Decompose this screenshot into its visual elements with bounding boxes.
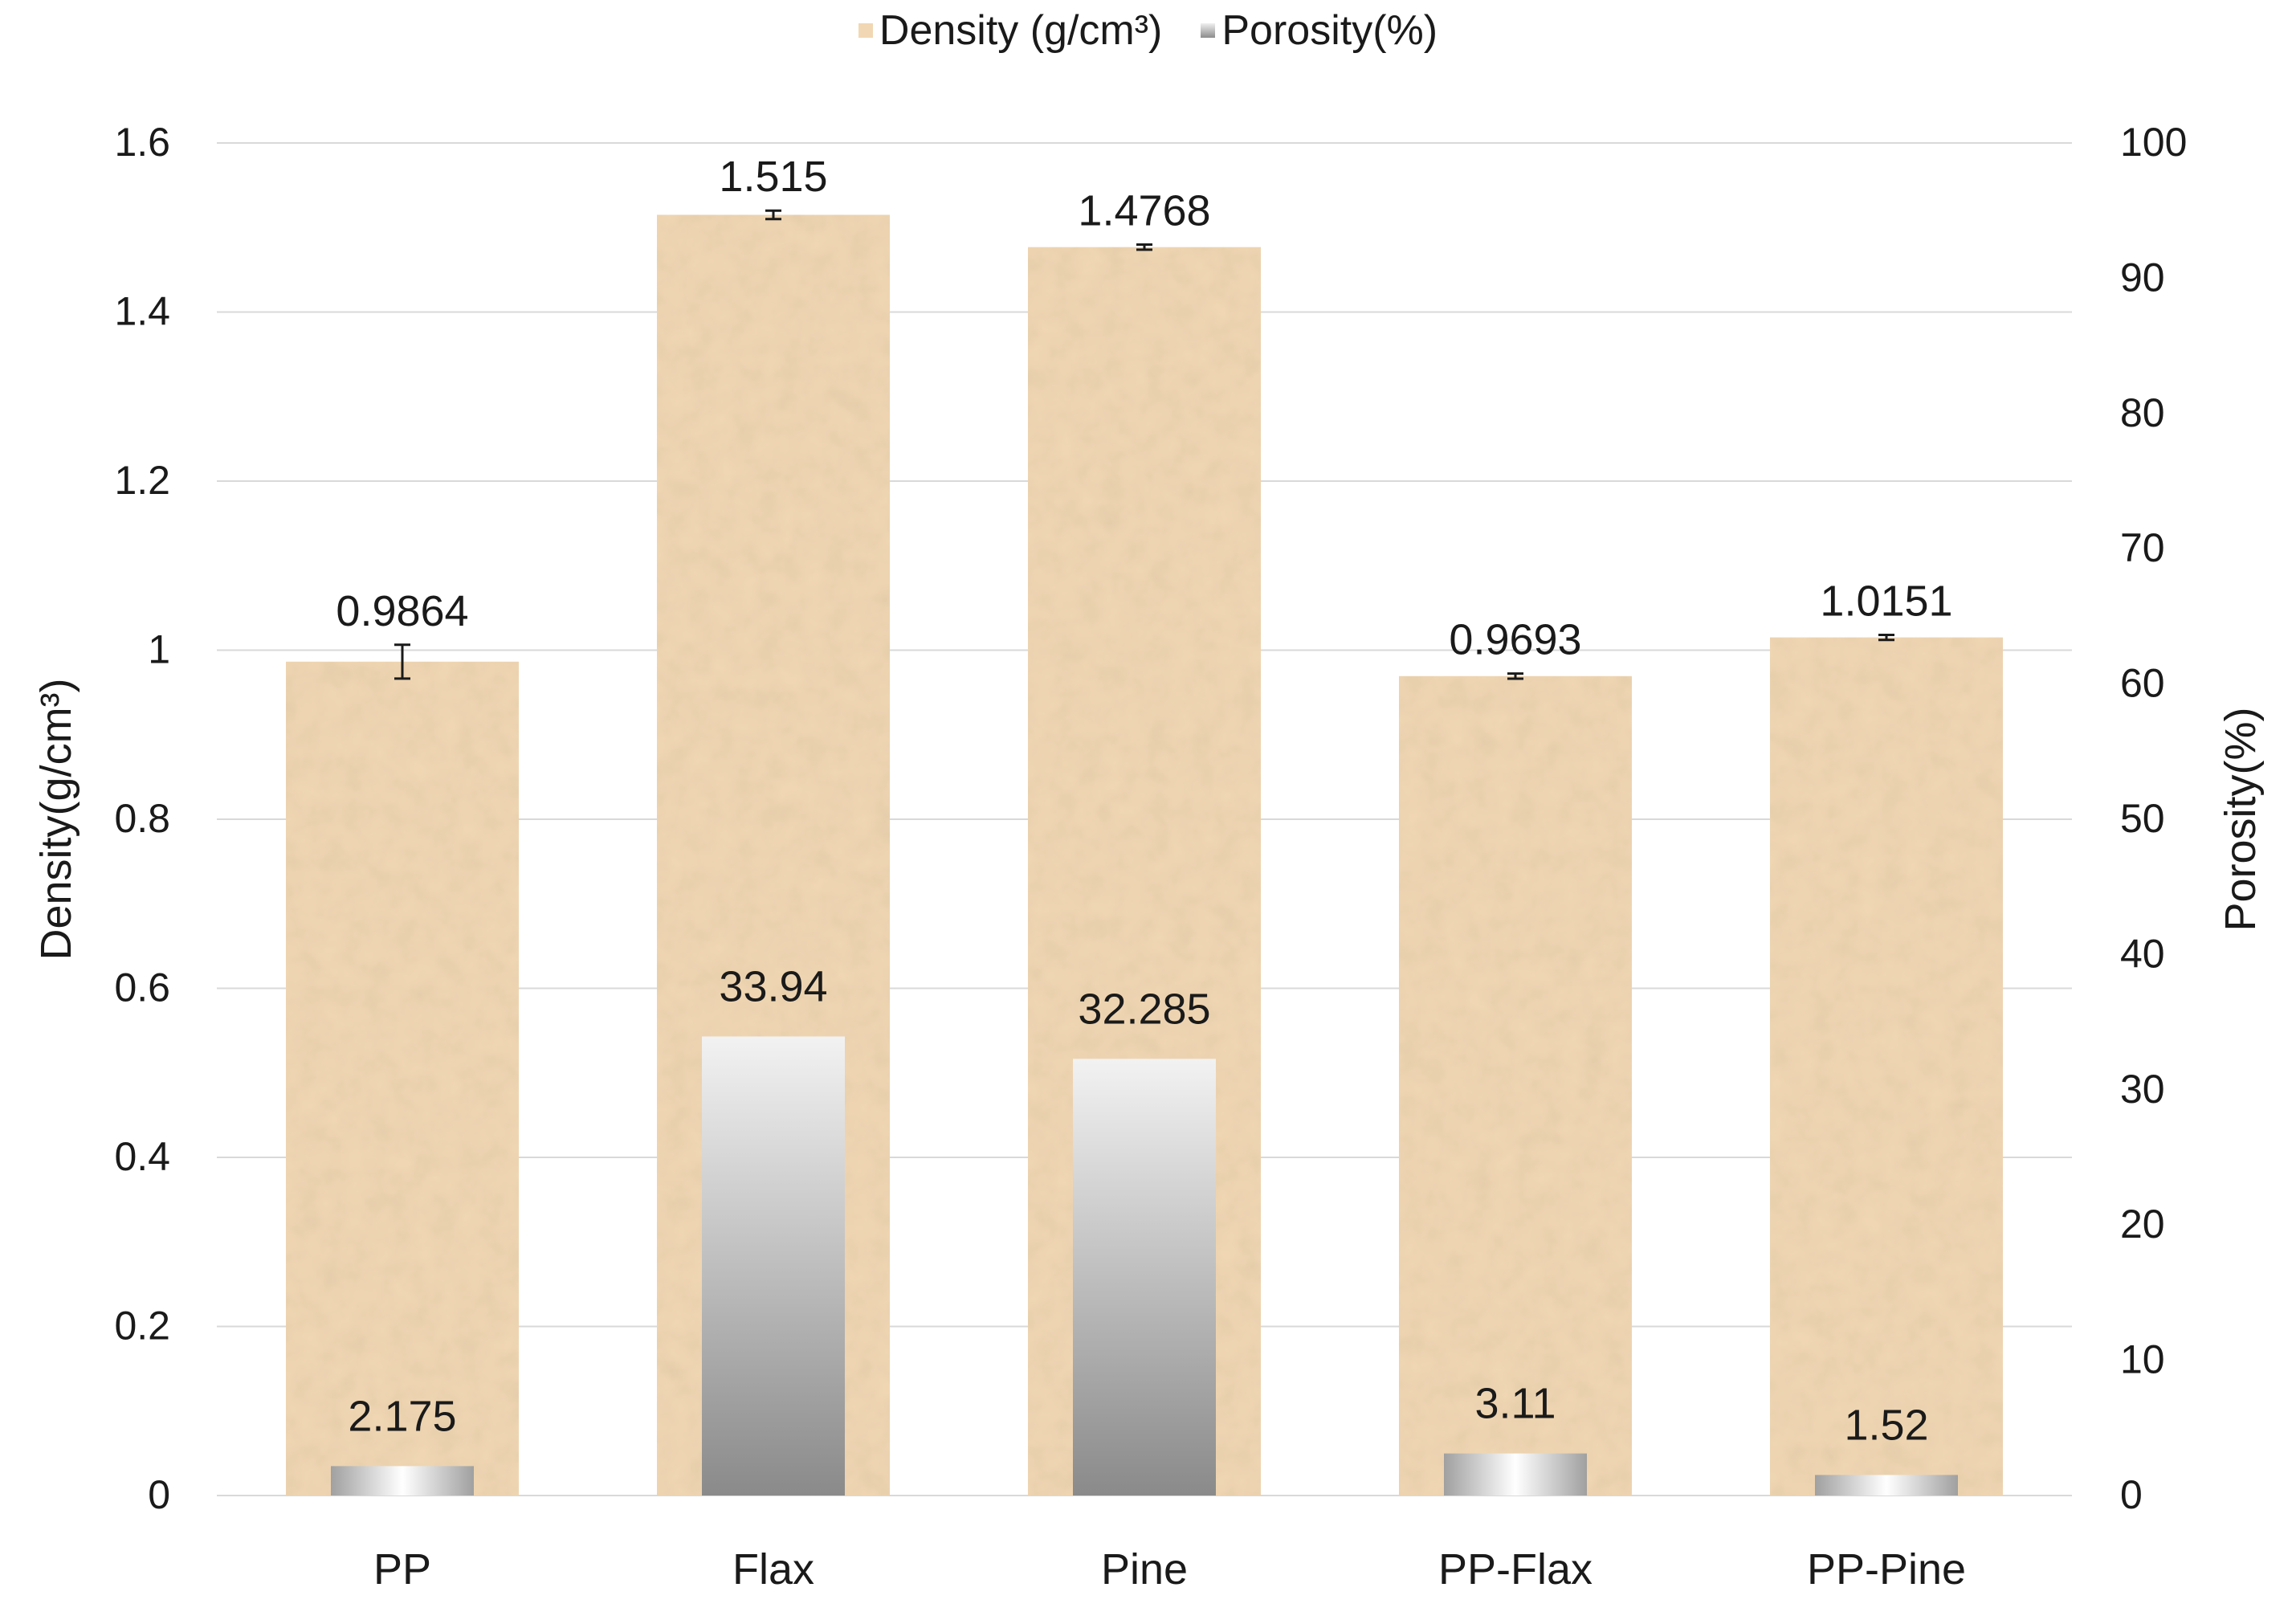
porosity-series	[331, 1036, 1958, 1496]
right-axis-title: Porosity(%)	[2216, 707, 2265, 931]
right-tick-label: 30	[2120, 1067, 2165, 1112]
density-data-label: 1.4768	[1078, 187, 1210, 235]
right-tick-label: 20	[2120, 1202, 2165, 1247]
right-tick-label: 60	[2120, 661, 2165, 706]
porosity-data-label: 2.175	[348, 1392, 456, 1440]
density-bar	[286, 661, 519, 1496]
left-tick-label: 1.2	[114, 458, 170, 503]
porosity-data-label: 32.285	[1078, 985, 1210, 1033]
axes: 0 0.2 0.4 0.6 0.8 1 1.2 1.4 1.6 0 10 20 30 40 50 60 70 80…	[32, 120, 2265, 1594]
right-tick-label: 40	[2120, 931, 2165, 976]
porosity-bar	[702, 1036, 845, 1496]
porosity-bar	[1444, 1453, 1587, 1496]
data-labels: 0.9864 1.515 1.4768 0.9693 1.0151 2.175 33.94 3…	[336, 153, 1952, 1449]
right-tick-label: 0	[2120, 1472, 2143, 1517]
left-tick-label: 0.8	[114, 796, 170, 841]
density-bar	[1399, 675, 1632, 1496]
porosity-bar	[1073, 1059, 1216, 1496]
left-tick-label: 0.6	[114, 965, 170, 1010]
porosity-data-label: 33.94	[719, 962, 827, 1010]
category-label: PP-Flax	[1438, 1545, 1593, 1594]
legend: Density (g/cm³) Porosity(%)	[0, 6, 2296, 55]
category-label: Flax	[732, 1545, 814, 1594]
density-data-label: 1.0151	[1820, 577, 1952, 625]
right-tick-label: 80	[2120, 390, 2165, 435]
category-label: PP	[373, 1545, 431, 1594]
right-tick-label: 90	[2120, 255, 2165, 300]
left-tick-label: 1.4	[114, 289, 170, 334]
legend-item-density: Density (g/cm³)	[858, 6, 1162, 55]
left-tick-label: 0.4	[114, 1134, 170, 1179]
density-data-label: 0.9864	[336, 587, 468, 635]
legend-label-porosity: Porosity(%)	[1221, 7, 1438, 54]
porosity-bar	[1815, 1475, 1958, 1496]
category-label: PP-Pine	[1807, 1545, 1966, 1594]
right-tick-label: 10	[2120, 1337, 2165, 1382]
legend-swatch-density	[858, 23, 873, 38]
legend-item-porosity: Porosity(%)	[1201, 6, 1438, 55]
right-tick-label: 100	[2120, 120, 2187, 165]
left-axis-title: Density(g/cm³)	[32, 678, 80, 960]
left-tick-label: 1.6	[114, 120, 170, 165]
density-data-label: 0.9693	[1449, 616, 1581, 664]
porosity-data-label: 1.52	[1844, 1401, 1928, 1449]
right-tick-label: 50	[2120, 796, 2165, 841]
density-data-label: 1.515	[719, 153, 827, 201]
density-bar	[1770, 637, 2003, 1496]
category-label: Pine	[1101, 1545, 1188, 1594]
right-tick-label: 70	[2120, 525, 2165, 570]
legend-swatch-porosity	[1201, 23, 1216, 38]
left-tick-label: 1	[148, 627, 170, 672]
porosity-bar	[331, 1466, 474, 1496]
left-tick-label: 0.2	[114, 1304, 170, 1349]
legend-label-density: Density (g/cm³)	[879, 7, 1163, 54]
porosity-data-label: 3.11	[1474, 1380, 1556, 1428]
left-tick-label: 0	[148, 1472, 170, 1517]
